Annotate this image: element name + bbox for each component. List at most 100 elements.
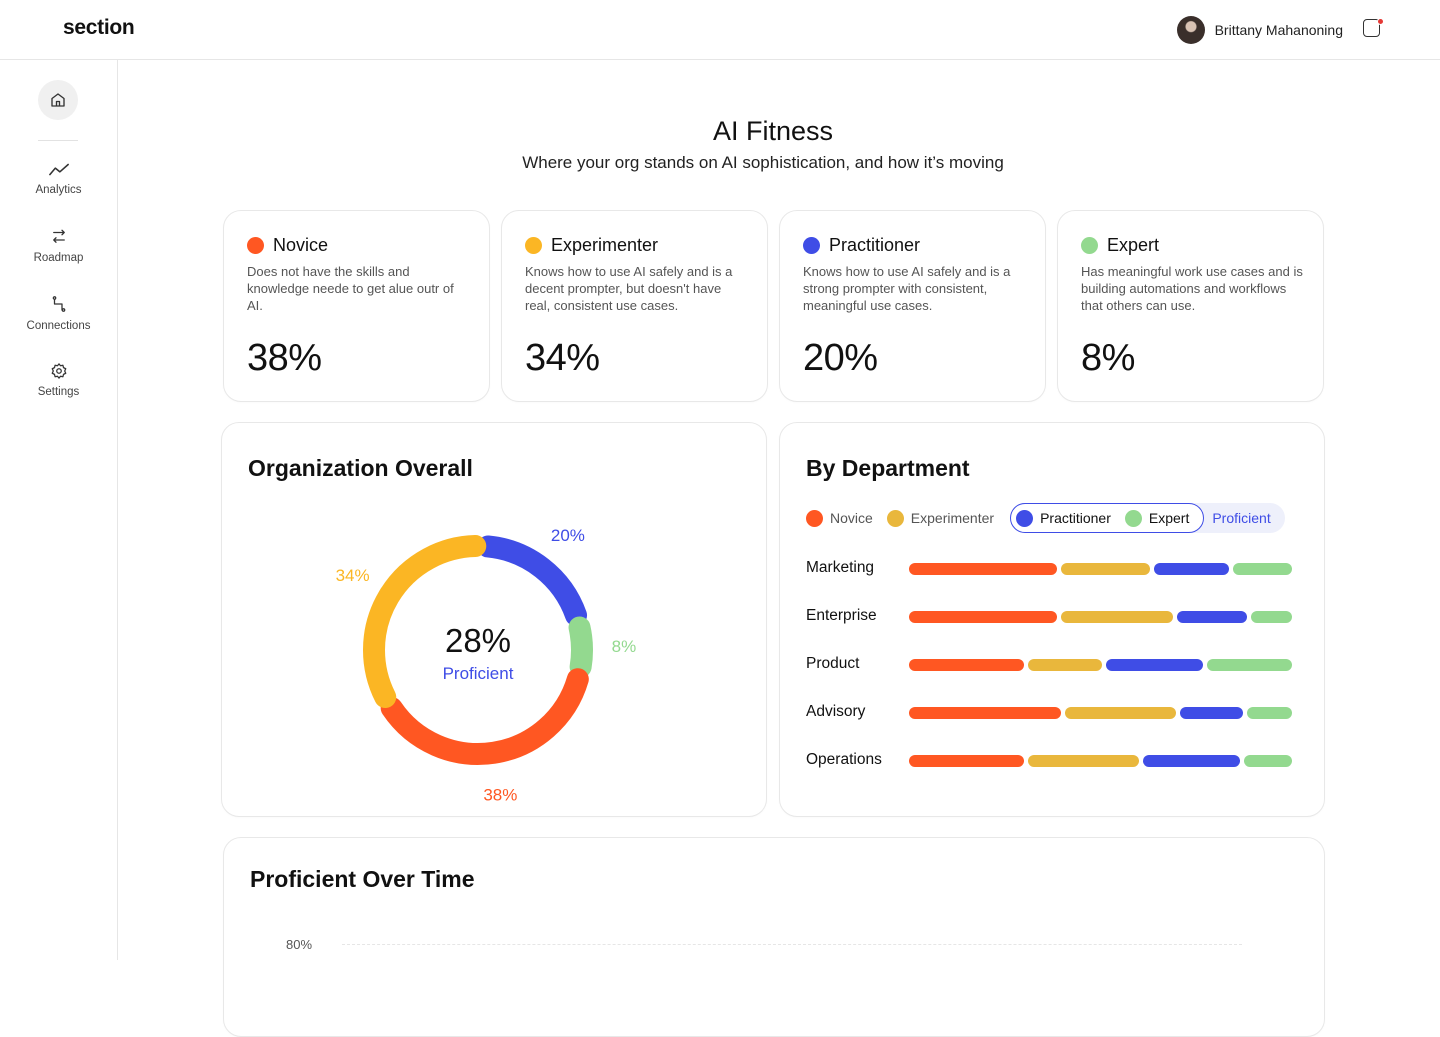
legend-label: Experimenter [910, 510, 995, 526]
bar-segment-practitioner[interactable] [1106, 659, 1203, 671]
panel-title: By Department [806, 455, 970, 481]
panel-title: Organization Overall [248, 455, 473, 481]
department-name: Enterprise [806, 607, 877, 624]
analytics-icon [48, 163, 69, 176]
stacked-bar [909, 659, 1292, 671]
app-logo[interactable]: section [63, 16, 135, 39]
level-percentage: 8% [1081, 337, 1135, 379]
donut-center-label: Proficient [443, 664, 514, 683]
bar-segment-experimenter[interactable] [1061, 611, 1173, 623]
level-card-novice[interactable]: Novice Does not have the skills and know… [223, 210, 490, 402]
level-name: Expert [1107, 235, 1160, 255]
legend-dot [806, 509, 823, 527]
bar-segment-novice[interactable] [909, 755, 1024, 767]
proficient-label: Proficient [1212, 510, 1271, 526]
stacked-bar [909, 755, 1292, 767]
department-row[interactable]: Operations [806, 749, 1296, 773]
bar-segment-experimenter[interactable] [1061, 563, 1151, 575]
sidebar-item-label: Settings [37, 386, 80, 398]
user-menu[interactable]: Brittany Mahanoning [1176, 16, 1343, 44]
main-content: AI Fitness Where your org stands on AI s… [118, 60, 1440, 1037]
bar-segment-practitioner[interactable] [1180, 707, 1244, 719]
legend-dot [886, 509, 904, 527]
legend-label: Practitioner [1040, 510, 1111, 526]
bar-segment-expert[interactable] [1206, 659, 1292, 671]
panel-title: Proficient Over Time [250, 866, 475, 892]
bar-segment-novice[interactable] [909, 563, 1058, 575]
user-name[interactable]: Brittany Mahanoning [1214, 22, 1343, 38]
legend-item-novice[interactable]: Novice [806, 509, 873, 527]
sidebar-item-home[interactable] [38, 80, 78, 120]
page-title: AI Fitness [712, 116, 834, 146]
sidebar-item-roadmap[interactable]: Roadmap [0, 228, 117, 264]
proficient-toggle[interactable]: Practitioner Expert Proficient [1010, 503, 1285, 533]
bar-segment-expert[interactable] [1232, 563, 1292, 575]
proficient-group[interactable]: Practitioner Expert [1010, 503, 1205, 533]
sidebar-item-label: Roadmap [33, 252, 84, 264]
bar-segment-novice[interactable] [909, 659, 1024, 671]
bar-segment-practitioner[interactable] [1154, 563, 1229, 575]
sidebar-item-settings[interactable]: Settings [0, 362, 117, 398]
legend-dot [1016, 509, 1034, 527]
department-row[interactable]: Enterprise [806, 605, 1296, 629]
donut-label-expert: 8% [612, 637, 637, 656]
sidebar-item-label: Connections [26, 320, 91, 332]
stacked-bar [909, 563, 1292, 575]
bar-segment-practitioner[interactable] [1176, 611, 1248, 623]
legend-item-practitioner[interactable]: Practitioner [1016, 509, 1111, 527]
donut-label-novice: 38% [483, 785, 517, 804]
department-name: Operations [806, 751, 882, 768]
level-name: Experimenter [551, 235, 659, 255]
level-description: Knows how to use AI safely and is a stro… [803, 264, 1011, 313]
sidebar-item-label: Analytics [35, 184, 82, 196]
notification-icon[interactable] [1363, 19, 1380, 37]
legend-item-experimenter[interactable]: Experimenter [886, 509, 995, 527]
notification-badge [1377, 18, 1384, 25]
bar-segment-experimenter[interactable] [1065, 707, 1177, 719]
level-card-practitioner[interactable]: Practitioner Knows how to use AI safely … [779, 210, 1046, 402]
bar-segment-practitioner[interactable] [1143, 755, 1240, 767]
bar-segment-novice[interactable] [909, 611, 1058, 623]
bar-segment-expert[interactable] [1243, 755, 1292, 767]
home-icon [51, 93, 65, 107]
sidebar-item-connections[interactable]: Connections [0, 294, 117, 332]
department-name: Product [806, 655, 860, 672]
level-percentage: 34% [525, 337, 600, 379]
donut-slice-novice[interactable] [380, 668, 589, 765]
bar-segment-novice[interactable] [909, 707, 1062, 719]
level-name: Practitioner [829, 235, 921, 255]
donut-slice-experimenter[interactable] [363, 535, 487, 709]
bar-segment-experimenter[interactable] [1028, 659, 1103, 671]
status-dot [525, 237, 542, 254]
level-description: Has meaningful work use cases and is bui… [1081, 264, 1303, 313]
donut-slice-expert[interactable] [568, 616, 593, 678]
legend-item-expert[interactable]: Expert [1124, 509, 1190, 527]
level-card-expert[interactable]: Expert Has meaningful work use cases and… [1057, 210, 1324, 402]
department-row[interactable]: Marketing [806, 557, 1296, 581]
level-percentage: 20% [803, 337, 878, 379]
top-bar: section Brittany Mahanoning [0, 0, 1440, 60]
stacked-bar [909, 707, 1292, 719]
department-name: Advisory [806, 703, 866, 720]
status-dot [803, 237, 820, 254]
department-row[interactable]: Advisory [806, 701, 1296, 725]
bar-segment-expert[interactable] [1251, 611, 1292, 623]
donut-chart: 20% 8% 38% 34% 28% Proficient [336, 526, 637, 804]
sidebar-item-analytics[interactable]: Analytics [0, 162, 117, 196]
avatar[interactable] [1176, 16, 1205, 44]
sidebar-divider [38, 140, 78, 141]
donut-slice-practitioner[interactable] [476, 535, 588, 627]
bar-segment-experimenter[interactable] [1028, 755, 1140, 767]
stacked-bar [909, 611, 1292, 623]
chart-legend: Novice Experimenter Practitioner Expert … [806, 503, 1285, 533]
status-dot [247, 237, 264, 254]
level-card-experimenter[interactable]: Experimenter Knows how to use AI safely … [501, 210, 768, 402]
legend-dot [1124, 509, 1142, 527]
bar-segment-expert[interactable] [1247, 707, 1292, 719]
department-row[interactable]: Product [806, 653, 1296, 677]
level-name: Novice [273, 235, 329, 255]
department-name: Marketing [806, 559, 875, 576]
legend-label: Expert [1148, 510, 1190, 526]
connections-icon [52, 296, 65, 312]
donut-label-practitioner: 20% [551, 526, 585, 545]
